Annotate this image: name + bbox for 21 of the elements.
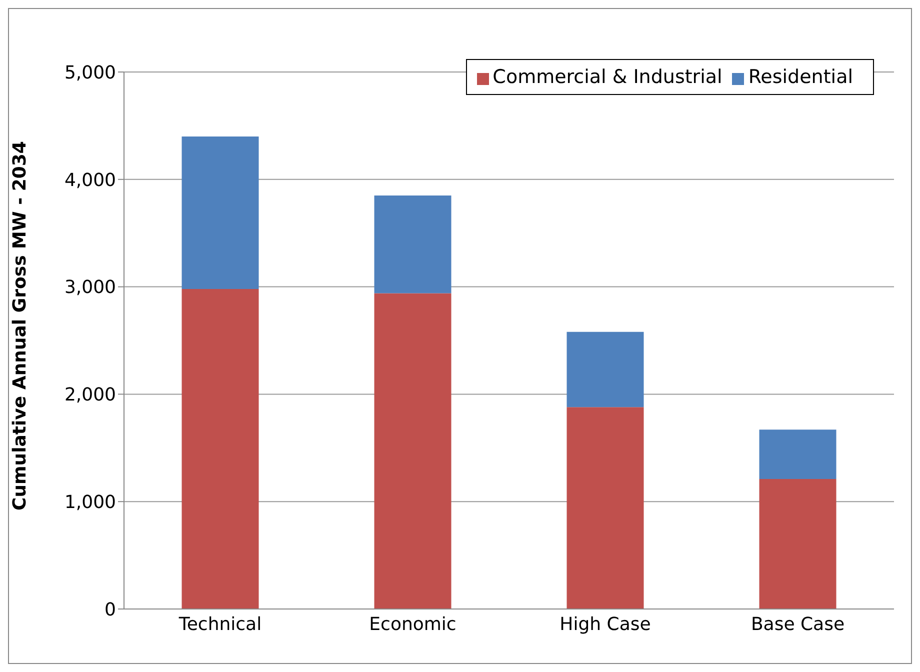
bar bbox=[182, 288, 259, 609]
bar bbox=[374, 293, 452, 609]
x-tick-label: Base Case bbox=[750, 614, 845, 635]
y-tick-label: 5,000 bbox=[64, 62, 116, 84]
bar bbox=[759, 479, 836, 609]
x-tick-label: High Case bbox=[560, 614, 651, 635]
x-tick-label: Technical bbox=[178, 614, 262, 635]
bar bbox=[566, 332, 644, 408]
x-tick-label: Economic bbox=[369, 614, 456, 635]
y-tick-label: 4,000 bbox=[64, 170, 116, 191]
y-axis-title: Cumulative Annual Gross MW - 2034 bbox=[9, 141, 30, 510]
y-tick-label: 2,000 bbox=[64, 384, 116, 406]
bar bbox=[566, 407, 644, 609]
y-tick-label: 3,000 bbox=[64, 277, 116, 298]
y-tick-label: 0 bbox=[104, 599, 116, 620]
legend-label: Commercial & Industrial bbox=[492, 66, 722, 88]
legend-label: Residential bbox=[748, 66, 853, 88]
bar bbox=[759, 430, 836, 480]
y-tick-label: 1,000 bbox=[64, 492, 116, 513]
bar bbox=[374, 196, 452, 294]
bar bbox=[182, 136, 259, 289]
